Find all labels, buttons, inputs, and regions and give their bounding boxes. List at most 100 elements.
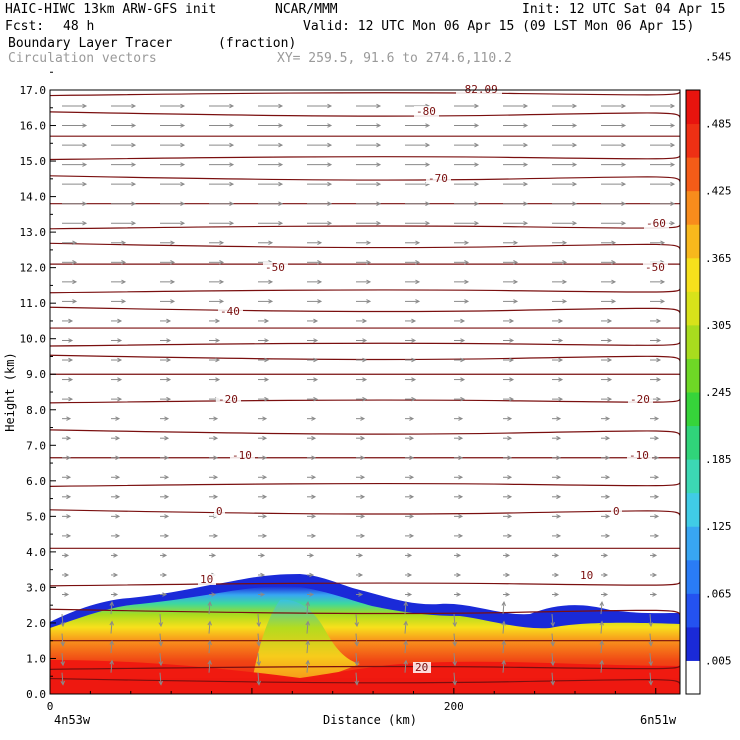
- wind-vector-head: [68, 377, 74, 382]
- wind-vector-head: [572, 220, 578, 226]
- wind-vector: [355, 614, 358, 627]
- wind-vector-head: [180, 123, 186, 128]
- wind-vector-head: [260, 572, 266, 578]
- wind-vector-head: [211, 553, 217, 558]
- wind-vector-head: [599, 620, 604, 626]
- contour-label: 10: [200, 573, 213, 586]
- wind-vector-head: [82, 142, 88, 148]
- wind-vector-head: [556, 494, 562, 500]
- wind-vector-head: [64, 592, 70, 597]
- wind-vector-head: [115, 455, 121, 460]
- wind-vector-head: [278, 162, 284, 167]
- wind-vector-head: [317, 279, 323, 285]
- wind-vector-head: [229, 162, 235, 167]
- wind-vector-head: [66, 475, 72, 480]
- contour-label-bg: [218, 306, 243, 317]
- wind-vector-head: [607, 377, 613, 382]
- wind-vector-head: [170, 299, 176, 304]
- wind-vector-head: [264, 377, 270, 382]
- wind-vector-head: [170, 260, 176, 265]
- wind-vector-head: [260, 553, 266, 558]
- wind-vector-head: [660, 279, 666, 285]
- wind-vector-head: [523, 162, 529, 167]
- colorbar-label: .065: [705, 587, 732, 600]
- wind-vector-head: [415, 260, 421, 265]
- wind-vector-head: [158, 622, 163, 628]
- wind-vector-head: [607, 338, 613, 343]
- wind-vector-head: [464, 260, 470, 265]
- wind-vector-head: [82, 220, 88, 226]
- wind-vector-head: [66, 455, 72, 460]
- contour-label: -20: [218, 393, 238, 406]
- wind-vector-head: [180, 162, 186, 167]
- wind-vector-head: [113, 572, 119, 578]
- wind-vector-head: [654, 514, 660, 519]
- vector-legend: Circulation vectors: [8, 51, 157, 66]
- wind-vector-head: [376, 220, 382, 226]
- wind-vector-head: [229, 181, 235, 187]
- wind-vector-head: [362, 357, 368, 363]
- wind-vector-head: [360, 494, 366, 500]
- wind-vector-head: [652, 553, 658, 558]
- wind-vector-head: [621, 220, 627, 226]
- wind-vector-head: [572, 181, 578, 187]
- wind-vector: [453, 633, 456, 646]
- isotherm-contour: [50, 242, 680, 250]
- wind-vector-head: [509, 318, 515, 324]
- wind-vector-head: [72, 279, 78, 285]
- colorbar: .005 .065 .125 .185 .245 .305 .365 .425 .485 .545…: [685, 50, 732, 695]
- wind-vector-head: [68, 396, 74, 402]
- wind-vector: [61, 633, 64, 646]
- wind-vector-head: [131, 142, 137, 148]
- wind-vector-head: [66, 514, 72, 519]
- wind-vector-head: [309, 592, 315, 597]
- wind-vector-head: [305, 640, 310, 646]
- wind-vector-head: [605, 533, 611, 539]
- y-tick-label: 8.0: [26, 404, 46, 417]
- wind-vector-head: [213, 494, 219, 500]
- wind-vector-head: [376, 162, 382, 167]
- wind-vector-head: [558, 357, 564, 363]
- wind-vector-head: [115, 475, 121, 480]
- wind-vector-head: [313, 318, 319, 324]
- wind-vector-head: [670, 142, 676, 148]
- wind-vector-head: [611, 299, 617, 304]
- wind-vector-head: [464, 299, 470, 304]
- wind-vector-head: [605, 514, 611, 519]
- wind-vector-head: [229, 103, 235, 109]
- wind-vector-head: [605, 475, 611, 480]
- isotherm-contour: [50, 398, 680, 404]
- isotherm-contour: [50, 175, 680, 182]
- wind-vector-head: [621, 201, 627, 206]
- wind-vector: [61, 672, 64, 685]
- wind-vector-head: [556, 533, 562, 539]
- wind-vector: [306, 602, 309, 615]
- wind-vector-head: [362, 318, 368, 324]
- wind-vector-head: [278, 142, 284, 148]
- wind-vector-head: [213, 475, 219, 480]
- wind-vector-head: [109, 620, 114, 626]
- wind-vector-head: [66, 533, 72, 539]
- wind-vector-head: [219, 240, 225, 246]
- y-tick-label: 5.0: [26, 510, 46, 523]
- wind-vector-head: [425, 123, 431, 128]
- wind-vector-head: [458, 494, 464, 500]
- wind-vector-head: [523, 220, 529, 226]
- colorbar-label: .245: [705, 386, 732, 399]
- wind-vector-head: [648, 661, 653, 667]
- wind-vector-head: [360, 514, 366, 519]
- wind-vector-head: [166, 338, 172, 343]
- isotherm-contour: [50, 341, 680, 347]
- contour-label-bg: [414, 106, 439, 117]
- wind-vector-head: [215, 357, 221, 363]
- contour-label-bg: [643, 262, 668, 273]
- colorbar-band: [686, 526, 700, 561]
- wind-vector-head: [164, 514, 170, 519]
- wind-vector-head: [262, 455, 268, 460]
- wind-vector-head: [68, 338, 74, 343]
- wind-vector: [502, 660, 505, 673]
- wind-vector: [355, 672, 358, 685]
- y-tick-label: 15.0: [20, 155, 47, 168]
- isotherm-contour: [50, 91, 680, 97]
- wind-vector: [208, 660, 211, 673]
